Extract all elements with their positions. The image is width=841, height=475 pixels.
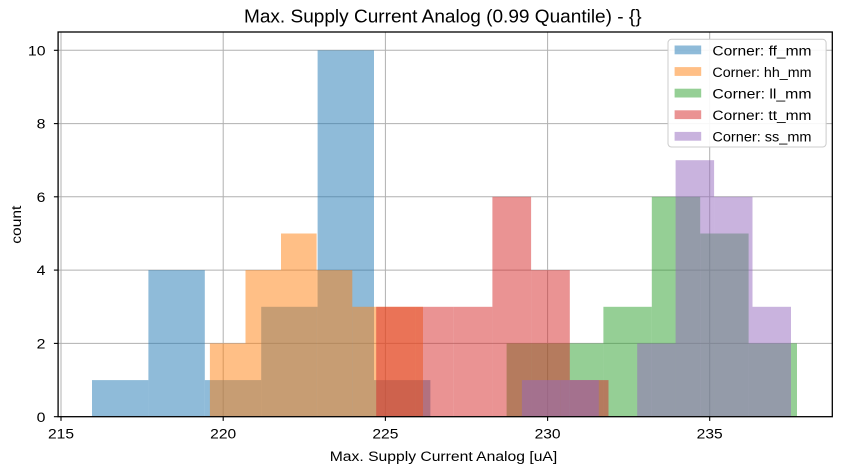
svg-text:6: 6	[37, 190, 46, 206]
svg-text:230: 230	[535, 426, 561, 442]
svg-text:4: 4	[37, 263, 46, 279]
svg-text:10: 10	[28, 43, 46, 59]
svg-text:8: 8	[37, 117, 46, 133]
svg-text:220: 220	[210, 426, 236, 442]
svg-text:225: 225	[372, 426, 398, 442]
svg-text:Corner: hh_mm: Corner: hh_mm	[712, 65, 811, 81]
svg-text:2: 2	[37, 337, 46, 353]
svg-text:Corner: ll_mm: Corner: ll_mm	[712, 87, 811, 103]
svg-text:Max. Supply Current Analog [uA: Max. Supply Current Analog [uA]	[330, 449, 558, 465]
svg-text:Corner: ss_mm: Corner: ss_mm	[712, 130, 811, 146]
svg-text:235: 235	[697, 426, 723, 442]
svg-text:Max. Supply Current Analog (0.: Max. Supply Current Analog (0.99 Quantil…	[244, 7, 642, 27]
svg-text:Corner: tt_mm: Corner: tt_mm	[712, 108, 811, 124]
svg-text:0: 0	[37, 410, 46, 426]
svg-text:Corner: ff_mm: Corner: ff_mm	[712, 43, 811, 59]
svg-text:215: 215	[48, 426, 74, 442]
svg-text:count: count	[9, 206, 25, 244]
